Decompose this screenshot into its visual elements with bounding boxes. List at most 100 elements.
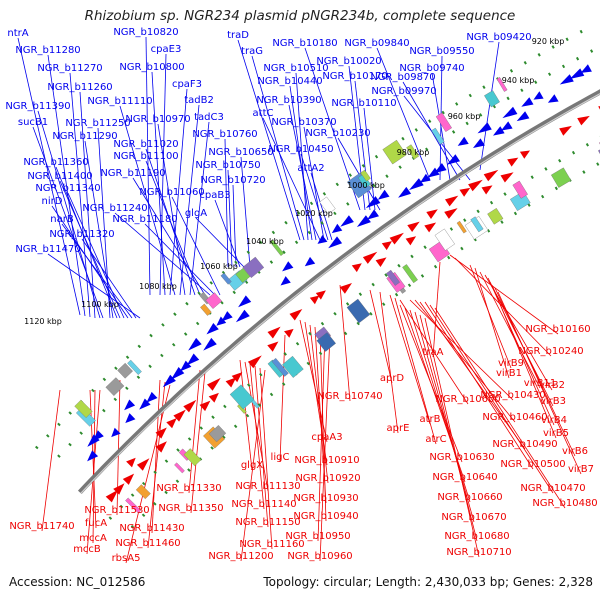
leader-line — [259, 367, 273, 550]
forward-gene-label: attA2 — [297, 163, 324, 174]
reverse-gene-label: NGR_b11460 — [115, 538, 180, 549]
backbone-line — [77, 89, 600, 495]
forward-gene-label: NGR_b11260 — [47, 82, 112, 93]
forward-gene — [282, 261, 294, 272]
forward-gene — [377, 189, 390, 200]
reverse-gene-label: virB4 — [541, 415, 567, 426]
tick-label-7: 1060 kbp — [200, 262, 238, 271]
leader-line — [81, 238, 137, 319]
forward-gene — [356, 215, 371, 227]
gene-labels: ntrA NGR_b11280 NGR_b11270 NGR_b11260 NGR_b1… — [5, 27, 597, 564]
leader-line — [414, 311, 475, 523]
forward-gene-label: NGR_b10970 — [125, 114, 190, 125]
forward-gene — [235, 309, 250, 323]
forward-gene-label: NGR_b09420 — [466, 32, 531, 43]
feature-block — [135, 484, 151, 500]
feature-block — [208, 425, 227, 443]
leader-line — [419, 314, 478, 542]
reverse-gene — [309, 295, 320, 305]
reverse-gene — [247, 355, 262, 369]
forward-gene — [427, 167, 440, 178]
feature-block — [229, 384, 255, 410]
forward-gene-label: traD — [227, 30, 249, 41]
forward-gene — [502, 106, 518, 119]
forward-gene — [206, 323, 219, 335]
leader-line — [469, 264, 512, 369]
forward-gene-label: NGR_b11280 — [15, 45, 80, 56]
accession-text: Accession: NC_012586 — [9, 575, 146, 589]
reverse-gene-label: glgX — [241, 460, 263, 471]
forward-gene — [304, 256, 316, 267]
forward-gene-label: NGR_b11400 — [27, 171, 92, 182]
reverse-gene-label: NGR_b10960 — [287, 551, 352, 562]
tick-ring-0 — [33, 29, 583, 451]
forward-gene — [547, 94, 559, 103]
forward-gene — [569, 68, 585, 79]
feature-block — [402, 264, 418, 284]
forward-gene-label: NGR_b09740 — [399, 63, 464, 74]
feature-block — [431, 127, 445, 145]
reverse-gene-label: aprD — [380, 373, 405, 384]
leader-line — [47, 253, 141, 319]
reverse-gene — [381, 241, 392, 251]
forward-gene — [477, 122, 492, 134]
feature-block — [360, 169, 371, 182]
leader-line — [132, 177, 206, 296]
forward-gene — [317, 235, 328, 244]
leader-line — [125, 384, 171, 564]
forward-gene-label: NGR_b10110 — [331, 98, 396, 109]
leader-line — [37, 110, 101, 319]
reverse-gene-label: NGR_b10470 — [520, 483, 585, 494]
feature-block — [235, 267, 251, 283]
tick-label-4: 1000 kbp — [347, 181, 385, 190]
leader-line — [424, 317, 480, 558]
forward-gene-label: ntrA — [7, 28, 28, 39]
forward-gene — [186, 353, 200, 366]
tick-label-6: 1040 kbp — [246, 237, 284, 246]
reverse-gene-label: NGR_b11150 — [235, 517, 300, 528]
forward-gene-label: NGR_b11360 — [23, 157, 88, 168]
reverse-gene-label: NGR_b11160 — [239, 539, 304, 550]
forward-gene-label: NGR_b11060 — [139, 187, 204, 198]
leader-line — [479, 41, 500, 171]
leader-line — [363, 107, 376, 211]
leader-line — [379, 291, 399, 434]
forward-gene — [446, 154, 460, 165]
forward-gene-label: cpaE3 — [151, 44, 182, 55]
leader-line — [188, 369, 201, 494]
leader-line — [389, 294, 431, 425]
forward-gene — [87, 434, 100, 447]
leader-line — [429, 304, 554, 494]
forward-gene — [139, 398, 151, 410]
reverse-gene — [315, 290, 326, 300]
reverse-gene-label: atrC — [425, 434, 446, 445]
leader-line — [32, 126, 104, 319]
leader-line — [376, 47, 431, 181]
reverse-gene — [559, 125, 572, 136]
feature-block — [242, 256, 265, 278]
leader-line — [157, 123, 186, 296]
reverse-gene — [267, 326, 281, 339]
reverse-gene — [183, 399, 197, 413]
leader-line — [151, 71, 166, 296]
reverse-gene-label: NGR_b10500 — [500, 459, 565, 470]
leader-line — [61, 223, 133, 319]
forward-gene — [521, 97, 534, 107]
forward-gene — [457, 136, 469, 146]
forward-gene-label: cpaF3 — [172, 79, 202, 90]
reverse-gene — [208, 392, 219, 403]
forward-gene-label: NGR_b11020 — [113, 139, 178, 150]
reverse-gene-label: NGR_b11530 — [84, 505, 149, 516]
sequence-ring: 920 kbp 940 kbp 960 kbp 980 kbp 1000 kbp 1020… — [24, 29, 600, 536]
leader-line — [310, 172, 333, 241]
forward-gene — [221, 311, 233, 322]
forward-gene-label: NGR_b11250 — [65, 118, 130, 129]
forward-gene — [188, 337, 202, 351]
leader-line — [224, 138, 229, 268]
leader-line — [300, 153, 329, 241]
leader-line — [232, 184, 237, 268]
label-leader-lines — [17, 36, 582, 564]
reverse-gene-label: virB7 — [568, 464, 594, 475]
forward-gene — [580, 64, 592, 73]
feature-block — [512, 180, 528, 199]
